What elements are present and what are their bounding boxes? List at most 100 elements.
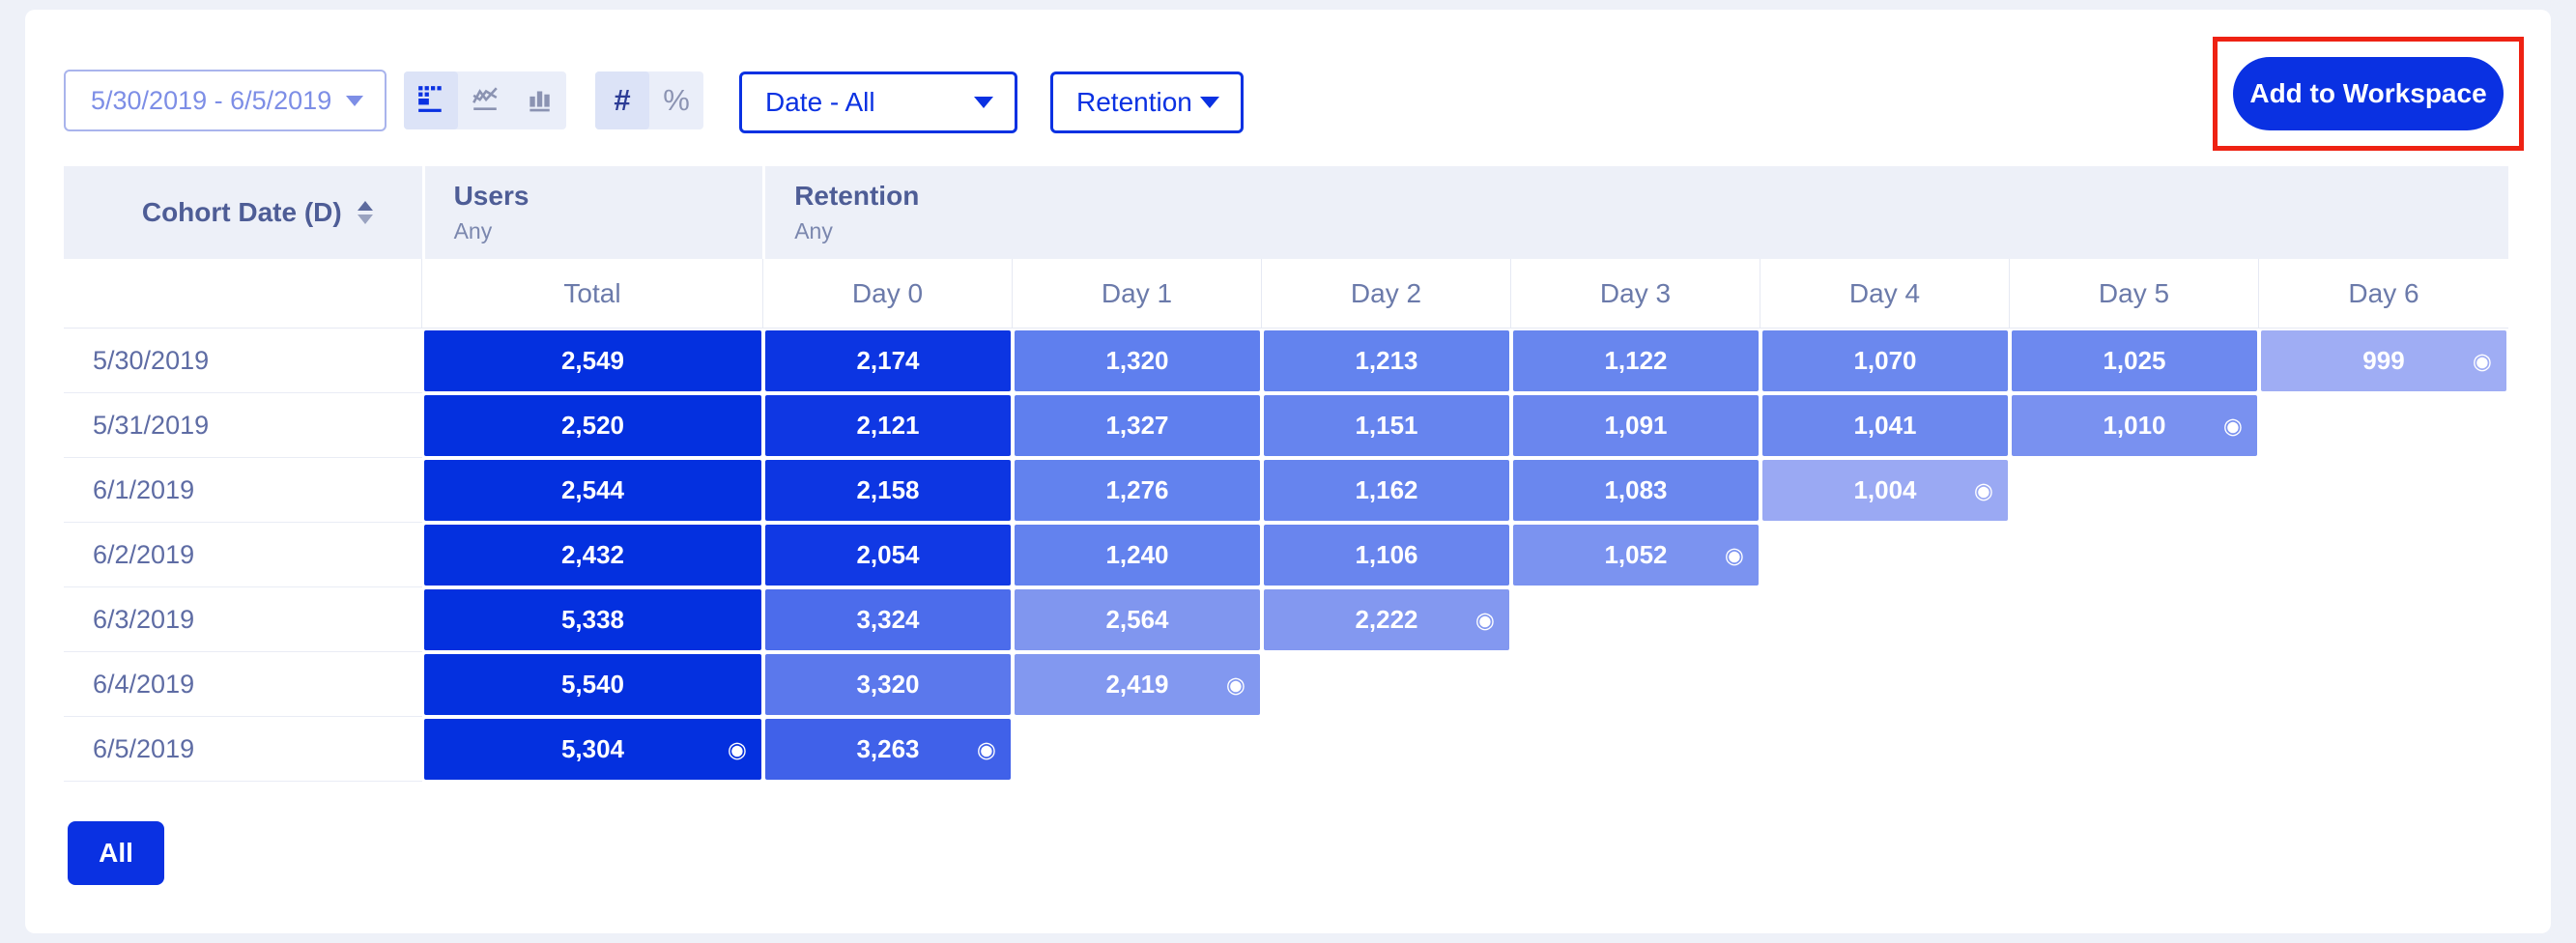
percent-sign-icon: % (663, 83, 690, 117)
table-column-header-row: Total Day 0 Day 1 Day 2 Day 3 Day 4 Day … (64, 259, 2508, 329)
bullseye-icon: ◉ (1973, 477, 1993, 502)
column-header-day0: Day 0 (763, 259, 1013, 328)
retention-cell[interactable]: 1,151 (1264, 395, 1509, 456)
chevron-down-icon (346, 95, 363, 106)
retention-cell[interactable]: 2,158 (765, 460, 1011, 521)
column-header-day4: Day 4 (1760, 259, 2010, 328)
retention-cell[interactable]: 1,083 (1513, 460, 1759, 521)
table-row: 6/5/2019 5,304 ◉ 3,263 ◉ (64, 717, 2508, 782)
users-group-label: Users (453, 181, 530, 211)
column-header-day3: Day 3 (1511, 259, 1760, 328)
sort-icon[interactable] (357, 201, 373, 224)
retention-cell[interactable]: 1,052 ◉ (1513, 525, 1759, 586)
bar-chart-view-button[interactable] (512, 71, 566, 129)
retention-cell[interactable]: 1,162 (1264, 460, 1509, 521)
date-filter-label: Date - All (765, 87, 875, 117)
table-row: 6/4/2019 5,540 3,320 2,419 ◉ (64, 652, 2508, 717)
retention-group-label: Retention (794, 181, 920, 211)
bullseye-icon: ◉ (1474, 607, 1495, 632)
bullseye-icon: ◉ (976, 736, 996, 761)
cohort-grid-icon (416, 84, 445, 118)
retention-cell[interactable]: 2,054 (765, 525, 1011, 586)
retention-cell[interactable]: 2,520 (424, 395, 761, 456)
retention-cell[interactable]: 1,213 (1264, 330, 1509, 391)
retention-cell[interactable]: 2,544 (424, 460, 761, 521)
cohort-date-cell: 5/31/2019 (64, 393, 422, 458)
date-range-select[interactable]: 5/30/2019 - 6/5/2019 (64, 70, 386, 131)
bullseye-icon: ◉ (1724, 542, 1744, 567)
retention-cell[interactable]: 3,324 (765, 589, 1011, 650)
retention-cell[interactable]: 2,549 (424, 330, 761, 391)
metric-filter-dropdown[interactable]: Retention (1050, 71, 1244, 133)
retention-cell[interactable]: 1,010 ◉ (2012, 395, 2257, 456)
retention-cell[interactable]: 1,276 (1015, 460, 1260, 521)
users-group-header: Users Any (424, 166, 763, 259)
add-to-workspace-button[interactable]: Add to Workspace (2233, 57, 2504, 130)
bullseye-icon: ◉ (2222, 413, 2243, 438)
retention-cell[interactable]: 2,174 (765, 330, 1011, 391)
retention-cell[interactable]: 5,338 (424, 589, 761, 650)
main-panel: 5/30/2019 - 6/5/2019 (25, 10, 2551, 933)
bullseye-icon: ◉ (727, 736, 747, 761)
format-toggle-group: # % (595, 71, 703, 129)
column-header-day5: Day 5 (2010, 259, 2259, 328)
line-chart-icon (471, 84, 500, 118)
number-format-button[interactable]: # (595, 71, 649, 129)
retention-cell[interactable]: 1,320 (1015, 330, 1260, 391)
retention-cell[interactable]: 1,025 (2012, 330, 2257, 391)
retention-cell[interactable]: 5,304 ◉ (424, 719, 761, 780)
retention-cell[interactable]: 1,106 (1264, 525, 1509, 586)
column-header-empty (64, 259, 422, 328)
column-header-day2: Day 2 (1262, 259, 1511, 328)
cohort-date-cell: 6/5/2019 (64, 717, 422, 782)
retention-cell[interactable]: 1,070 (1762, 330, 2008, 391)
cohort-date-cell: 6/2/2019 (64, 523, 422, 587)
retention-cell[interactable]: 5,540 (424, 654, 761, 715)
bullseye-icon: ◉ (1225, 672, 1245, 697)
retention-cell[interactable]: 1,122 (1513, 330, 1759, 391)
cohort-date-header-label: Cohort Date (D) (141, 197, 342, 227)
column-header-day1: Day 1 (1013, 259, 1262, 328)
cohort-date-cell: 6/3/2019 (64, 587, 422, 652)
retention-cell[interactable]: 3,263 ◉ (765, 719, 1011, 780)
cohort-date-cell: 6/4/2019 (64, 652, 422, 717)
cohort-date-header[interactable]: Cohort Date (D) (64, 166, 422, 259)
retention-table: Cohort Date (D) Users Any Retention Any … (64, 166, 2508, 782)
retention-cell[interactable]: 2,121 (765, 395, 1011, 456)
percent-format-button[interactable]: % (649, 71, 703, 129)
retention-cell[interactable]: 2,432 (424, 525, 761, 586)
table-row: 5/30/2019 2,549 2,174 1,320 1,213 1,122 … (64, 329, 2508, 393)
retention-cell[interactable]: 1,091 (1513, 395, 1759, 456)
line-chart-view-button[interactable] (458, 71, 512, 129)
bar-chart-icon (525, 84, 554, 118)
table-row: 6/1/2019 2,544 2,158 1,276 1,162 1,083 1… (64, 458, 2508, 523)
date-range-value: 5/30/2019 - 6/5/2019 (91, 85, 332, 115)
chevron-down-icon (1200, 97, 1219, 108)
bullseye-icon: ◉ (2472, 348, 2492, 373)
table-row: 6/2/2019 2,432 2,054 1,240 1,106 1,052 ◉ (64, 523, 2508, 587)
table-row: 6/3/2019 5,338 3,324 2,564 2,222 ◉ (64, 587, 2508, 652)
retention-cell[interactable]: 2,222 ◉ (1264, 589, 1509, 650)
retention-cell[interactable]: 1,041 (1762, 395, 2008, 456)
table-row: 5/31/2019 2,520 2,121 1,327 1,151 1,091 … (64, 393, 2508, 458)
retention-cell[interactable]: 3,320 (765, 654, 1011, 715)
table-group-header: Cohort Date (D) Users Any Retention Any (64, 166, 2508, 259)
retention-cell[interactable]: 2,419 ◉ (1015, 654, 1260, 715)
retention-cell[interactable]: 1,004 ◉ (1762, 460, 2008, 521)
number-sign-icon: # (614, 83, 631, 117)
retention-cell[interactable]: 1,240 (1015, 525, 1260, 586)
metric-filter-label: Retention (1076, 87, 1192, 117)
cohort-date-cell: 5/30/2019 (64, 329, 422, 393)
cohort-date-cell: 6/1/2019 (64, 458, 422, 523)
chevron-down-icon (974, 97, 993, 108)
column-header-total: Total (422, 259, 763, 328)
cohort-grid-view-button[interactable] (404, 71, 458, 129)
retention-cell[interactable]: 2,564 (1015, 589, 1260, 650)
retention-cell[interactable]: 1,327 (1015, 395, 1260, 456)
retention-cell[interactable]: 999 ◉ (2261, 330, 2506, 391)
all-button[interactable]: All (68, 821, 164, 885)
column-header-day6: Day 6 (2348, 277, 2419, 308)
date-filter-dropdown[interactable]: Date - All (739, 71, 1017, 133)
annotation-highlight-box: Add to Workspace (2213, 37, 2524, 151)
retention-group-header: Retention Any (765, 166, 2508, 259)
